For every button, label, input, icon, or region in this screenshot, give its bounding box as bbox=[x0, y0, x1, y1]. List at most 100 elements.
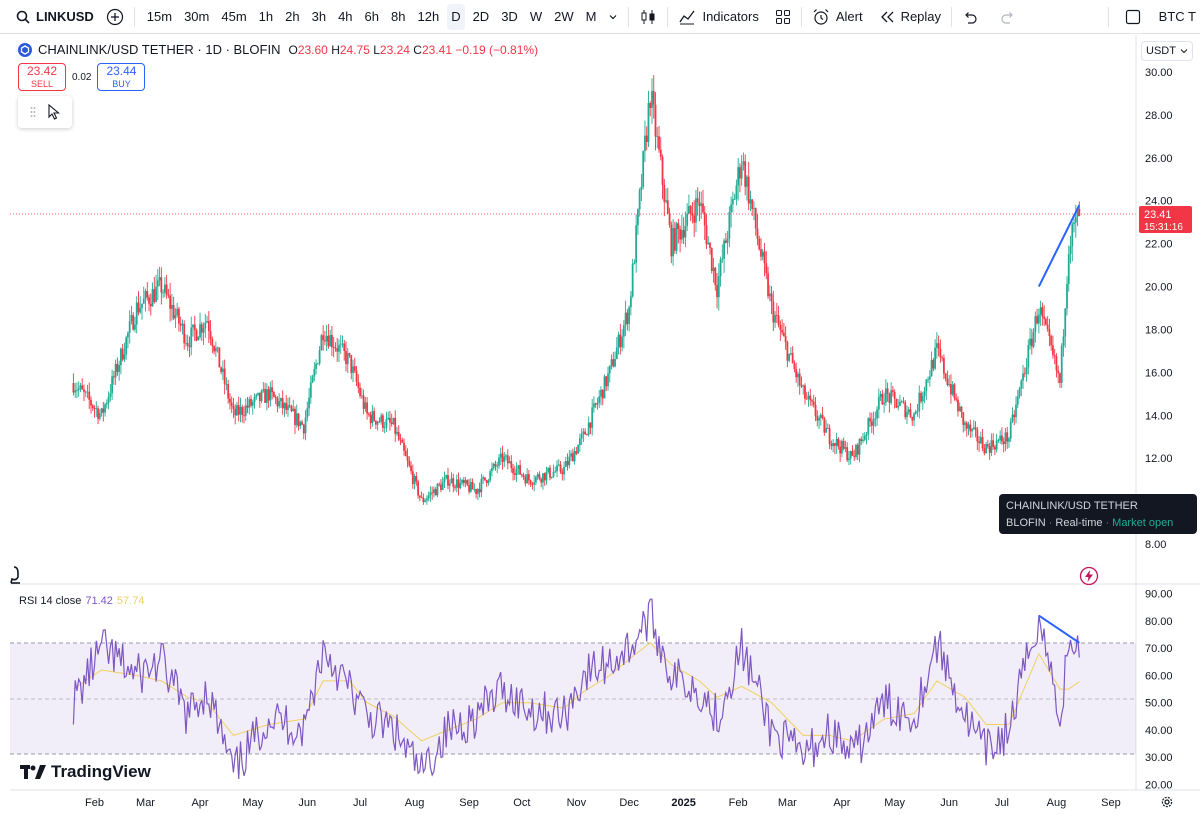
buy-button[interactable]: 23.44 BUY bbox=[97, 63, 146, 91]
candle-body bbox=[239, 406, 242, 415]
interval-dropdown[interactable] bbox=[604, 4, 622, 30]
candle-body bbox=[83, 389, 85, 392]
drawing-mode-icon[interactable] bbox=[8, 565, 26, 585]
fullscreen-button[interactable] bbox=[1121, 4, 1145, 30]
lightning-icon[interactable] bbox=[1079, 566, 1099, 586]
cursor-arrow-icon[interactable] bbox=[48, 104, 60, 120]
candle-body bbox=[327, 335, 330, 347]
candle-body bbox=[705, 225, 708, 245]
interval-2d[interactable]: 2D bbox=[472, 9, 490, 24]
candle-body bbox=[1067, 254, 1070, 284]
candle-body bbox=[753, 208, 755, 210]
candles-icon bbox=[641, 9, 655, 24]
candle-body bbox=[712, 267, 715, 271]
currency-selector[interactable]: USDT bbox=[1141, 41, 1193, 61]
interval-2w[interactable]: 2W bbox=[554, 9, 574, 24]
interval-45m[interactable]: 45m bbox=[221, 9, 247, 24]
interval-30m[interactable]: 30m bbox=[184, 9, 210, 24]
interval-6h[interactable]: 6h bbox=[364, 9, 380, 24]
buy-label: BUY bbox=[112, 79, 131, 89]
candle-body bbox=[341, 343, 344, 345]
interval-8h[interactable]: 8h bbox=[391, 9, 406, 24]
interval-m[interactable]: M bbox=[585, 9, 597, 24]
candle-body bbox=[216, 347, 219, 349]
candle-body bbox=[276, 398, 279, 407]
interval-3h[interactable]: 3h bbox=[311, 9, 327, 24]
candle-body bbox=[751, 199, 754, 209]
templates-button[interactable] bbox=[771, 4, 795, 30]
right-symbol-tab[interactable]: BTC T bbox=[1155, 4, 1200, 30]
candle-body bbox=[262, 389, 265, 392]
candle-body bbox=[380, 415, 383, 422]
candle-body bbox=[323, 340, 326, 342]
tradingview-logo[interactable]: TradingView bbox=[20, 762, 151, 782]
candle-body bbox=[675, 223, 678, 251]
candle-body bbox=[367, 413, 370, 415]
candle-body bbox=[387, 417, 390, 419]
candle-body bbox=[552, 471, 555, 477]
candle-body bbox=[1074, 216, 1077, 223]
symbol-search[interactable]: LINKUSD bbox=[0, 9, 102, 24]
interval-w[interactable]: W bbox=[529, 9, 543, 24]
candle-body bbox=[104, 404, 106, 413]
sell-button[interactable]: 23.42 SELL bbox=[18, 63, 66, 91]
sell-label: SELL bbox=[30, 79, 54, 89]
sell-price: 23.42 bbox=[26, 64, 58, 78]
candle-body bbox=[1016, 396, 1019, 405]
floating-drawing-toolbar[interactable] bbox=[18, 96, 72, 128]
drag-handle-icon[interactable] bbox=[30, 106, 36, 118]
candle-body bbox=[1048, 329, 1051, 337]
interval-2h[interactable]: 2h bbox=[285, 9, 300, 24]
candle-body bbox=[148, 297, 150, 304]
candle-body bbox=[985, 444, 988, 454]
candle-body bbox=[309, 382, 312, 398]
replay-button[interactable]: Replay bbox=[875, 4, 945, 30]
candle-body bbox=[733, 199, 736, 200]
candle-body bbox=[153, 289, 156, 302]
interval-1h[interactable]: 1h bbox=[258, 9, 274, 24]
candle-body bbox=[677, 223, 680, 230]
compare-symbol-button[interactable] bbox=[102, 4, 128, 30]
rsi-tick-label: 30.00 bbox=[1145, 752, 1173, 764]
settings-gear-icon[interactable] bbox=[1160, 795, 1174, 809]
candle-body bbox=[461, 479, 463, 483]
candle-body bbox=[559, 464, 562, 472]
candle-body bbox=[1060, 345, 1063, 383]
price-tick-label: 26.00 bbox=[1145, 153, 1173, 165]
time-axis-ticks: Feb Mar Apr May Jun Jul Aug Sep Oct Nov Dec 2025 Feb… bbox=[85, 797, 1121, 809]
price-tick-label: 8.00 bbox=[1145, 539, 1166, 551]
interval-4h[interactable]: 4h bbox=[338, 9, 353, 24]
candle-body bbox=[499, 453, 502, 458]
interval-d[interactable]: D bbox=[447, 3, 465, 30]
candle-body bbox=[290, 406, 293, 412]
rsi-trend-line[interactable] bbox=[1038, 614, 1080, 644]
interval-3d[interactable]: 3D bbox=[501, 9, 518, 24]
chart-type-button[interactable] bbox=[635, 4, 661, 30]
candle-body bbox=[445, 475, 448, 479]
interval-15m[interactable]: 15m bbox=[146, 9, 173, 24]
candle-body bbox=[582, 431, 585, 435]
undo-button[interactable] bbox=[958, 4, 982, 30]
candle-body bbox=[383, 427, 386, 429]
symbol-title[interactable]: CHAINLINK/USD TETHER · 1D · BLOFIN bbox=[38, 42, 281, 57]
candle-body bbox=[76, 390, 78, 392]
price-axis-ticks: 30.00 28.00 26.00 24.00 22.00 20.00 18.00 16.00… bbox=[1145, 67, 1173, 551]
price-trend-line[interactable] bbox=[1037, 204, 1081, 287]
redo-button[interactable] bbox=[996, 4, 1020, 30]
indicators-button[interactable]: Indicators bbox=[674, 4, 762, 30]
candle-body bbox=[441, 482, 444, 490]
alert-button[interactable]: Alert bbox=[808, 4, 867, 30]
candle-body bbox=[178, 308, 180, 324]
candle-body bbox=[849, 450, 852, 459]
rsi-legend[interactable]: RSI 14 close 71.42 57.74 bbox=[19, 595, 144, 607]
interval-12h[interactable]: 12h bbox=[417, 9, 440, 24]
candle-body bbox=[320, 335, 323, 351]
candle-body bbox=[162, 292, 164, 294]
candle-body bbox=[807, 395, 810, 399]
low-label: L bbox=[373, 42, 380, 57]
candle-body bbox=[373, 411, 376, 421]
candle-body bbox=[513, 473, 516, 475]
candle-body bbox=[846, 447, 849, 461]
candle-body bbox=[244, 405, 247, 416]
